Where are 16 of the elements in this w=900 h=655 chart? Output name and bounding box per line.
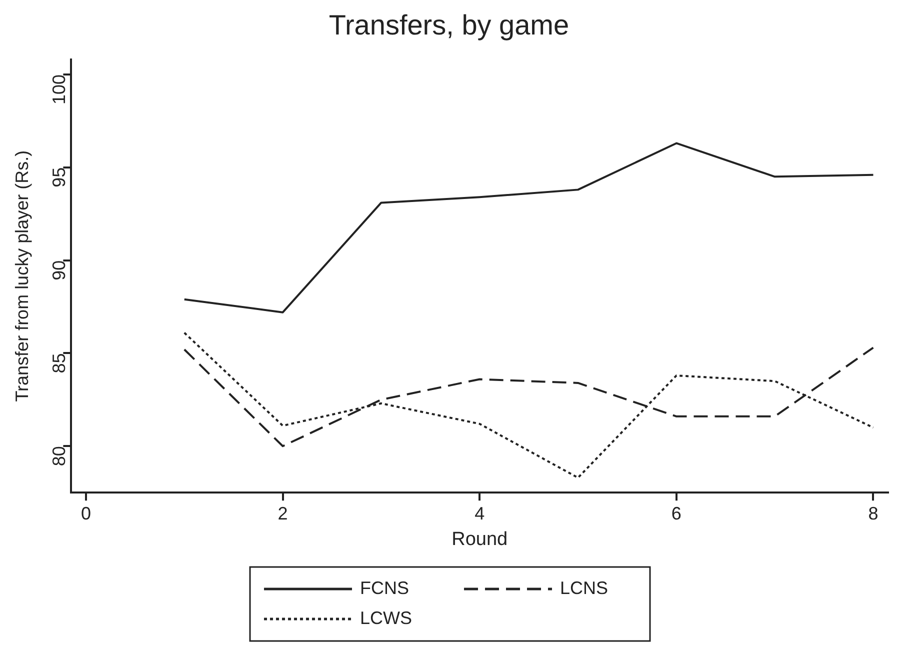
x-axis-title: Round [452,528,508,550]
x-tick-label: 2 [278,503,288,524]
y-tick-label: 90 [49,260,70,280]
x-tick-label: 6 [671,503,682,524]
y-tick-label: 100 [49,74,70,105]
chart-title: Transfers, by game [328,10,570,41]
x-tick-label: 4 [474,503,485,524]
x-tick-label: 0 [80,503,91,524]
legend-label: LCNS [560,578,608,598]
y-tick-label: 80 [49,446,70,466]
legend-label: FCNS [360,578,409,598]
x-tick-label: 8 [868,503,878,524]
legend-label: LCWS [360,608,412,628]
y-axis-title: Transfer from lucky player (Rs.) [12,150,32,402]
y-tick-label: 95 [49,167,70,188]
y-tick-label: 85 [49,353,70,374]
